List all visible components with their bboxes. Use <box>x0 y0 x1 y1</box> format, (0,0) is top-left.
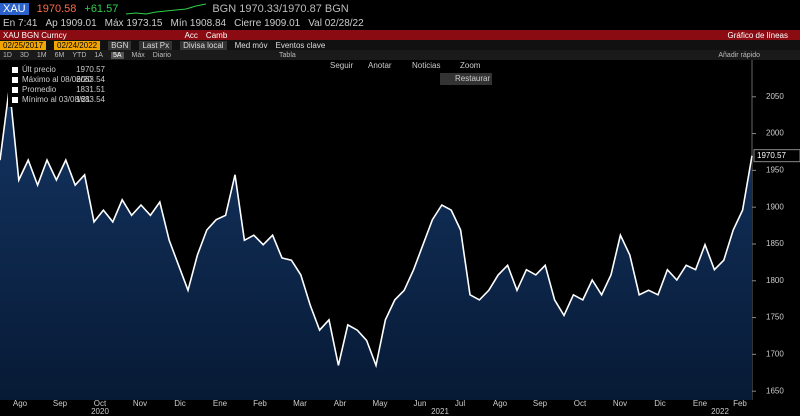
period-button[interactable]: YTD <box>72 51 87 59</box>
x-tick-label: Oct <box>94 399 107 408</box>
stat: Val 02/28/22 <box>308 18 364 29</box>
source[interactable]: BGN <box>108 40 132 50</box>
x-tick-label: Feb <box>253 399 267 408</box>
legend-swatch <box>12 77 18 83</box>
quote-row: XAU 1970.58 +61.57 BGN 1970.33/1970.87 B… <box>0 0 800 17</box>
period-button[interactable]: 1D <box>3 51 12 59</box>
x-tick-label: Nov <box>133 399 147 408</box>
area <box>0 87 752 400</box>
stat: Máx 1973.15 <box>104 18 163 29</box>
end-date[interactable]: 02/24/2022 <box>54 40 101 50</box>
x-tick-label: Oct <box>574 399 587 408</box>
y-tick-label: 2050 <box>766 92 784 101</box>
y-tick-label: 1850 <box>766 239 784 248</box>
stat: Cierre 1909.01 <box>234 18 301 29</box>
x-tick-label: Ene <box>213 399 228 408</box>
last-price-box <box>753 149 800 163</box>
security-bar: XAU BGN Curncy Acc Camb Gráfico de línea… <box>0 30 800 40</box>
legend-swatch <box>12 97 18 103</box>
chart-tool[interactable]: Zoom <box>460 61 481 70</box>
period-row: 1D 3D 1M 6M YTD 1A 5A Máx Diario Tabla Añadir rápi… <box>0 50 800 60</box>
y-tick-label: 1650 <box>766 386 784 395</box>
stats-row: En 7:41 Ap 1909.01 Máx 1973.15 Mín 1908.84 C… <box>0 17 800 30</box>
legend-bg <box>8 65 108 107</box>
chart-tool[interactable]: Noticias <box>412 61 440 70</box>
legend-swatch <box>12 87 18 93</box>
start-date[interactable]: 02/25/2017 <box>0 40 47 50</box>
y-tick-label: 1800 <box>766 276 784 285</box>
period-button[interactable]: 3D <box>19 51 29 59</box>
x-tick-label: Feb <box>733 399 747 408</box>
change: +61.57 <box>84 2 119 15</box>
chart: 1650 1700 1750 1800 1850 1900 1950 2000 2050 1970… <box>0 60 800 416</box>
line <box>0 87 753 369</box>
stat: Mín 1908.84 <box>170 18 227 29</box>
stat: Ap 1909.01 <box>45 18 97 29</box>
x-year-label: 2022 <box>711 407 729 416</box>
chart-type[interactable]: Gráfico de líneas <box>727 30 788 40</box>
quick-add[interactable]: Añadir rápido <box>718 51 760 59</box>
x-year-label: 2021 <box>431 407 449 416</box>
security[interactable]: XAU BGN Curncy <box>3 30 67 40</box>
legend-value: 1683.54 <box>76 95 105 104</box>
y-tick-label: 2000 <box>766 129 784 138</box>
period-button[interactable]: 5A <box>110 51 124 59</box>
x-tick-label: Abr <box>334 399 347 408</box>
x-year-label: 2020 <box>91 407 109 416</box>
period-button[interactable]: Máx <box>131 51 145 59</box>
frequency[interactable]: Diario <box>152 51 172 59</box>
bid-ask: BGN 1970.33/1970.87 BGN <box>212 2 349 15</box>
x-tick-label: May <box>372 399 387 408</box>
chart-tool[interactable]: Anotar <box>368 61 392 70</box>
y-tick-label: 1700 <box>766 349 784 358</box>
last-price-label: 1970.57 <box>757 151 786 160</box>
x-tick-label: Jul <box>455 399 465 408</box>
stat: En 7:41 <box>3 18 38 29</box>
legend-value: 1831.51 <box>76 85 105 94</box>
legend-value: 2063.54 <box>76 75 105 84</box>
y-tick-label: 1950 <box>766 165 784 174</box>
x-tick-label: Ago <box>13 399 28 408</box>
legend-label: Promedio <box>22 85 57 94</box>
legend-label: Máximo al 08/06/20 <box>22 75 92 84</box>
x-tick-label: Nov <box>613 399 627 408</box>
key-events[interactable]: Eventos clave <box>275 40 326 50</box>
restore-bg[interactable] <box>440 73 492 85</box>
x-tick-label: Sep <box>53 399 68 408</box>
field[interactable]: Last Px <box>139 40 173 50</box>
legend-swatch <box>12 67 18 73</box>
chart-tool[interactable]: Seguir <box>330 61 353 70</box>
x-tick-label: Ene <box>693 399 708 408</box>
legend-label: Últ precio <box>22 65 56 74</box>
settings-row: 02/25/2017 02/24/2022 BGN Last Px Divisa… <box>0 40 800 50</box>
x-tick-label: Jun <box>414 399 427 408</box>
period-button[interactable]: 1M <box>36 51 47 59</box>
x-tick-label: Ago <box>493 399 508 408</box>
period-button[interactable]: 6M <box>54 51 65 59</box>
y-tick-label: 1750 <box>766 313 784 322</box>
actions-menu[interactable]: Acc <box>184 30 198 40</box>
x-tick-label: Sep <box>533 399 548 408</box>
currency[interactable]: Divisa local <box>180 40 227 50</box>
period-button[interactable]: 1A <box>94 51 103 59</box>
restore-button[interactable]: Restaurar <box>455 74 490 83</box>
legend-label: Mínimo al 03/08/21 <box>22 95 91 104</box>
moving-average[interactable]: Med móv <box>234 40 268 50</box>
price: 1970.58 <box>36 2 77 15</box>
x-tick-label: Mar <box>293 399 307 408</box>
table-button[interactable]: Tabla <box>279 51 296 59</box>
y-tick-label: 1900 <box>766 202 784 211</box>
sparkline <box>126 3 207 15</box>
change-menu[interactable]: Camb <box>205 30 228 40</box>
legend-value: 1970.57 <box>76 65 105 74</box>
x-tick-label: Dic <box>174 399 186 408</box>
ticker[interactable]: XAU <box>0 2 29 15</box>
x-tick-label: Dic <box>654 399 666 408</box>
